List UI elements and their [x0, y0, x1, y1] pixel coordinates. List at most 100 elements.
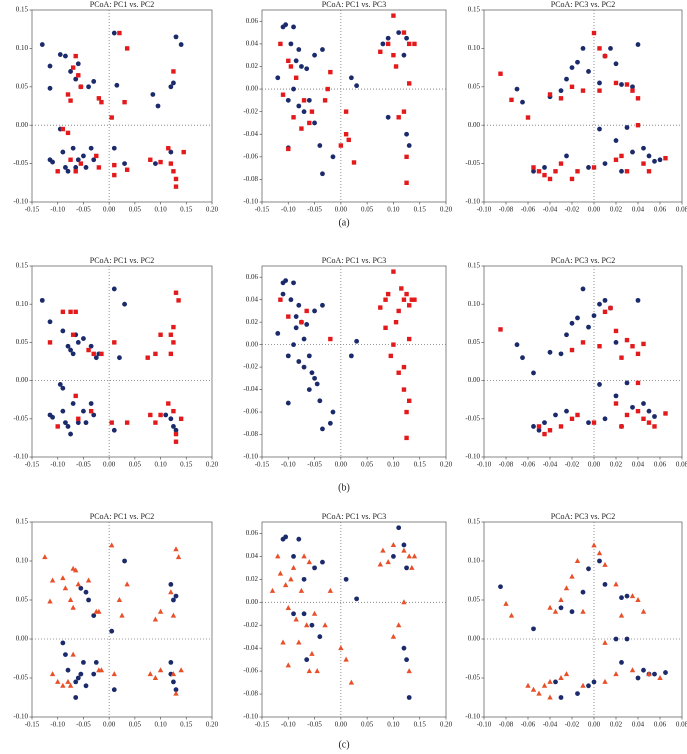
- point: [176, 298, 181, 303]
- point: [158, 412, 163, 418]
- point: [580, 286, 586, 292]
- point: [178, 667, 184, 673]
- point: [552, 608, 559, 614]
- x-tick-label: -0.10: [50, 206, 65, 214]
- y-tick-label: 0.00: [468, 376, 481, 384]
- y-tick-label: 0.15: [468, 518, 481, 526]
- point: [328, 69, 333, 75]
- x-tick-label: -0.05: [307, 206, 322, 214]
- point: [608, 305, 613, 311]
- point: [530, 686, 537, 692]
- point: [591, 165, 597, 170]
- y-tick-label: -0.10: [465, 713, 480, 721]
- x-tick-label: 0.00: [588, 461, 601, 469]
- point: [93, 355, 99, 361]
- y-tick-label: 0.00: [246, 340, 259, 348]
- point: [293, 75, 299, 80]
- point: [630, 84, 635, 90]
- x-tick-label: 0.20: [440, 721, 453, 729]
- point: [325, 86, 330, 92]
- x-tick-label: -0.08: [499, 721, 514, 729]
- point: [303, 622, 310, 628]
- point: [296, 359, 302, 364]
- point: [407, 81, 412, 86]
- x-tick-label: 0.20: [440, 461, 453, 469]
- point: [91, 79, 97, 84]
- point: [564, 408, 569, 414]
- point: [385, 559, 391, 565]
- point: [624, 169, 630, 174]
- point: [629, 593, 636, 599]
- point: [301, 576, 307, 582]
- caption: (c): [338, 739, 349, 750]
- point: [168, 84, 174, 90]
- point: [109, 420, 114, 425]
- point: [635, 297, 641, 303]
- y-tick-label: 0.05: [468, 338, 481, 346]
- y-tick-label: -0.10: [13, 198, 28, 206]
- point: [70, 65, 76, 70]
- point: [630, 149, 635, 155]
- point: [618, 612, 625, 618]
- point: [296, 639, 302, 645]
- point: [624, 412, 630, 418]
- point: [597, 126, 602, 132]
- point: [78, 84, 84, 89]
- point: [158, 159, 163, 165]
- x-tick-label: 0.00: [588, 206, 601, 214]
- point: [558, 605, 564, 611]
- x-tick-label: -0.10: [477, 721, 492, 729]
- point: [296, 536, 302, 542]
- point: [597, 80, 602, 86]
- y-tick-label: 0.05: [16, 82, 29, 90]
- point: [55, 424, 60, 429]
- point: [91, 157, 97, 163]
- point: [173, 593, 179, 599]
- y-tick-label: -0.06: [243, 667, 258, 675]
- point: [299, 319, 304, 325]
- point: [395, 622, 402, 628]
- point: [498, 71, 503, 76]
- y-tick-label: -0.08: [243, 690, 258, 698]
- point: [563, 671, 570, 677]
- y-tick-label: 0.15: [16, 262, 29, 270]
- point: [320, 47, 325, 52]
- point: [575, 169, 580, 174]
- y-tick-label: 0.10: [16, 300, 29, 308]
- point: [663, 411, 668, 416]
- point: [307, 120, 312, 126]
- point: [168, 582, 174, 587]
- point: [147, 671, 153, 677]
- x-tick-label: 0.00: [588, 721, 601, 729]
- y-tick-label: 0.04: [246, 295, 259, 303]
- y-tick-label: 0.00: [16, 635, 29, 643]
- point: [569, 416, 575, 421]
- chart-title: PCoA: PC1 vs. PC2: [90, 512, 154, 521]
- point: [299, 126, 304, 131]
- point: [542, 172, 547, 178]
- point: [343, 109, 349, 114]
- x-tick-label: 0.10: [387, 206, 400, 214]
- point: [283, 278, 289, 284]
- point: [525, 682, 531, 688]
- point: [301, 611, 307, 617]
- y-tick-label: 0.10: [16, 44, 29, 52]
- point: [65, 667, 71, 673]
- point: [301, 364, 307, 370]
- point: [70, 604, 76, 610]
- point: [68, 69, 73, 74]
- point: [88, 401, 94, 406]
- point: [509, 97, 514, 103]
- point: [558, 695, 564, 700]
- point: [158, 332, 163, 337]
- point: [393, 64, 399, 69]
- point: [580, 682, 586, 688]
- point: [124, 581, 130, 587]
- point: [520, 99, 525, 105]
- point: [393, 319, 399, 325]
- point: [285, 353, 291, 359]
- x-tick-label: -0.15: [255, 461, 270, 469]
- chart-title: PCoA: PC3 vs. PC2: [551, 256, 615, 265]
- point: [624, 337, 630, 343]
- point: [354, 83, 360, 89]
